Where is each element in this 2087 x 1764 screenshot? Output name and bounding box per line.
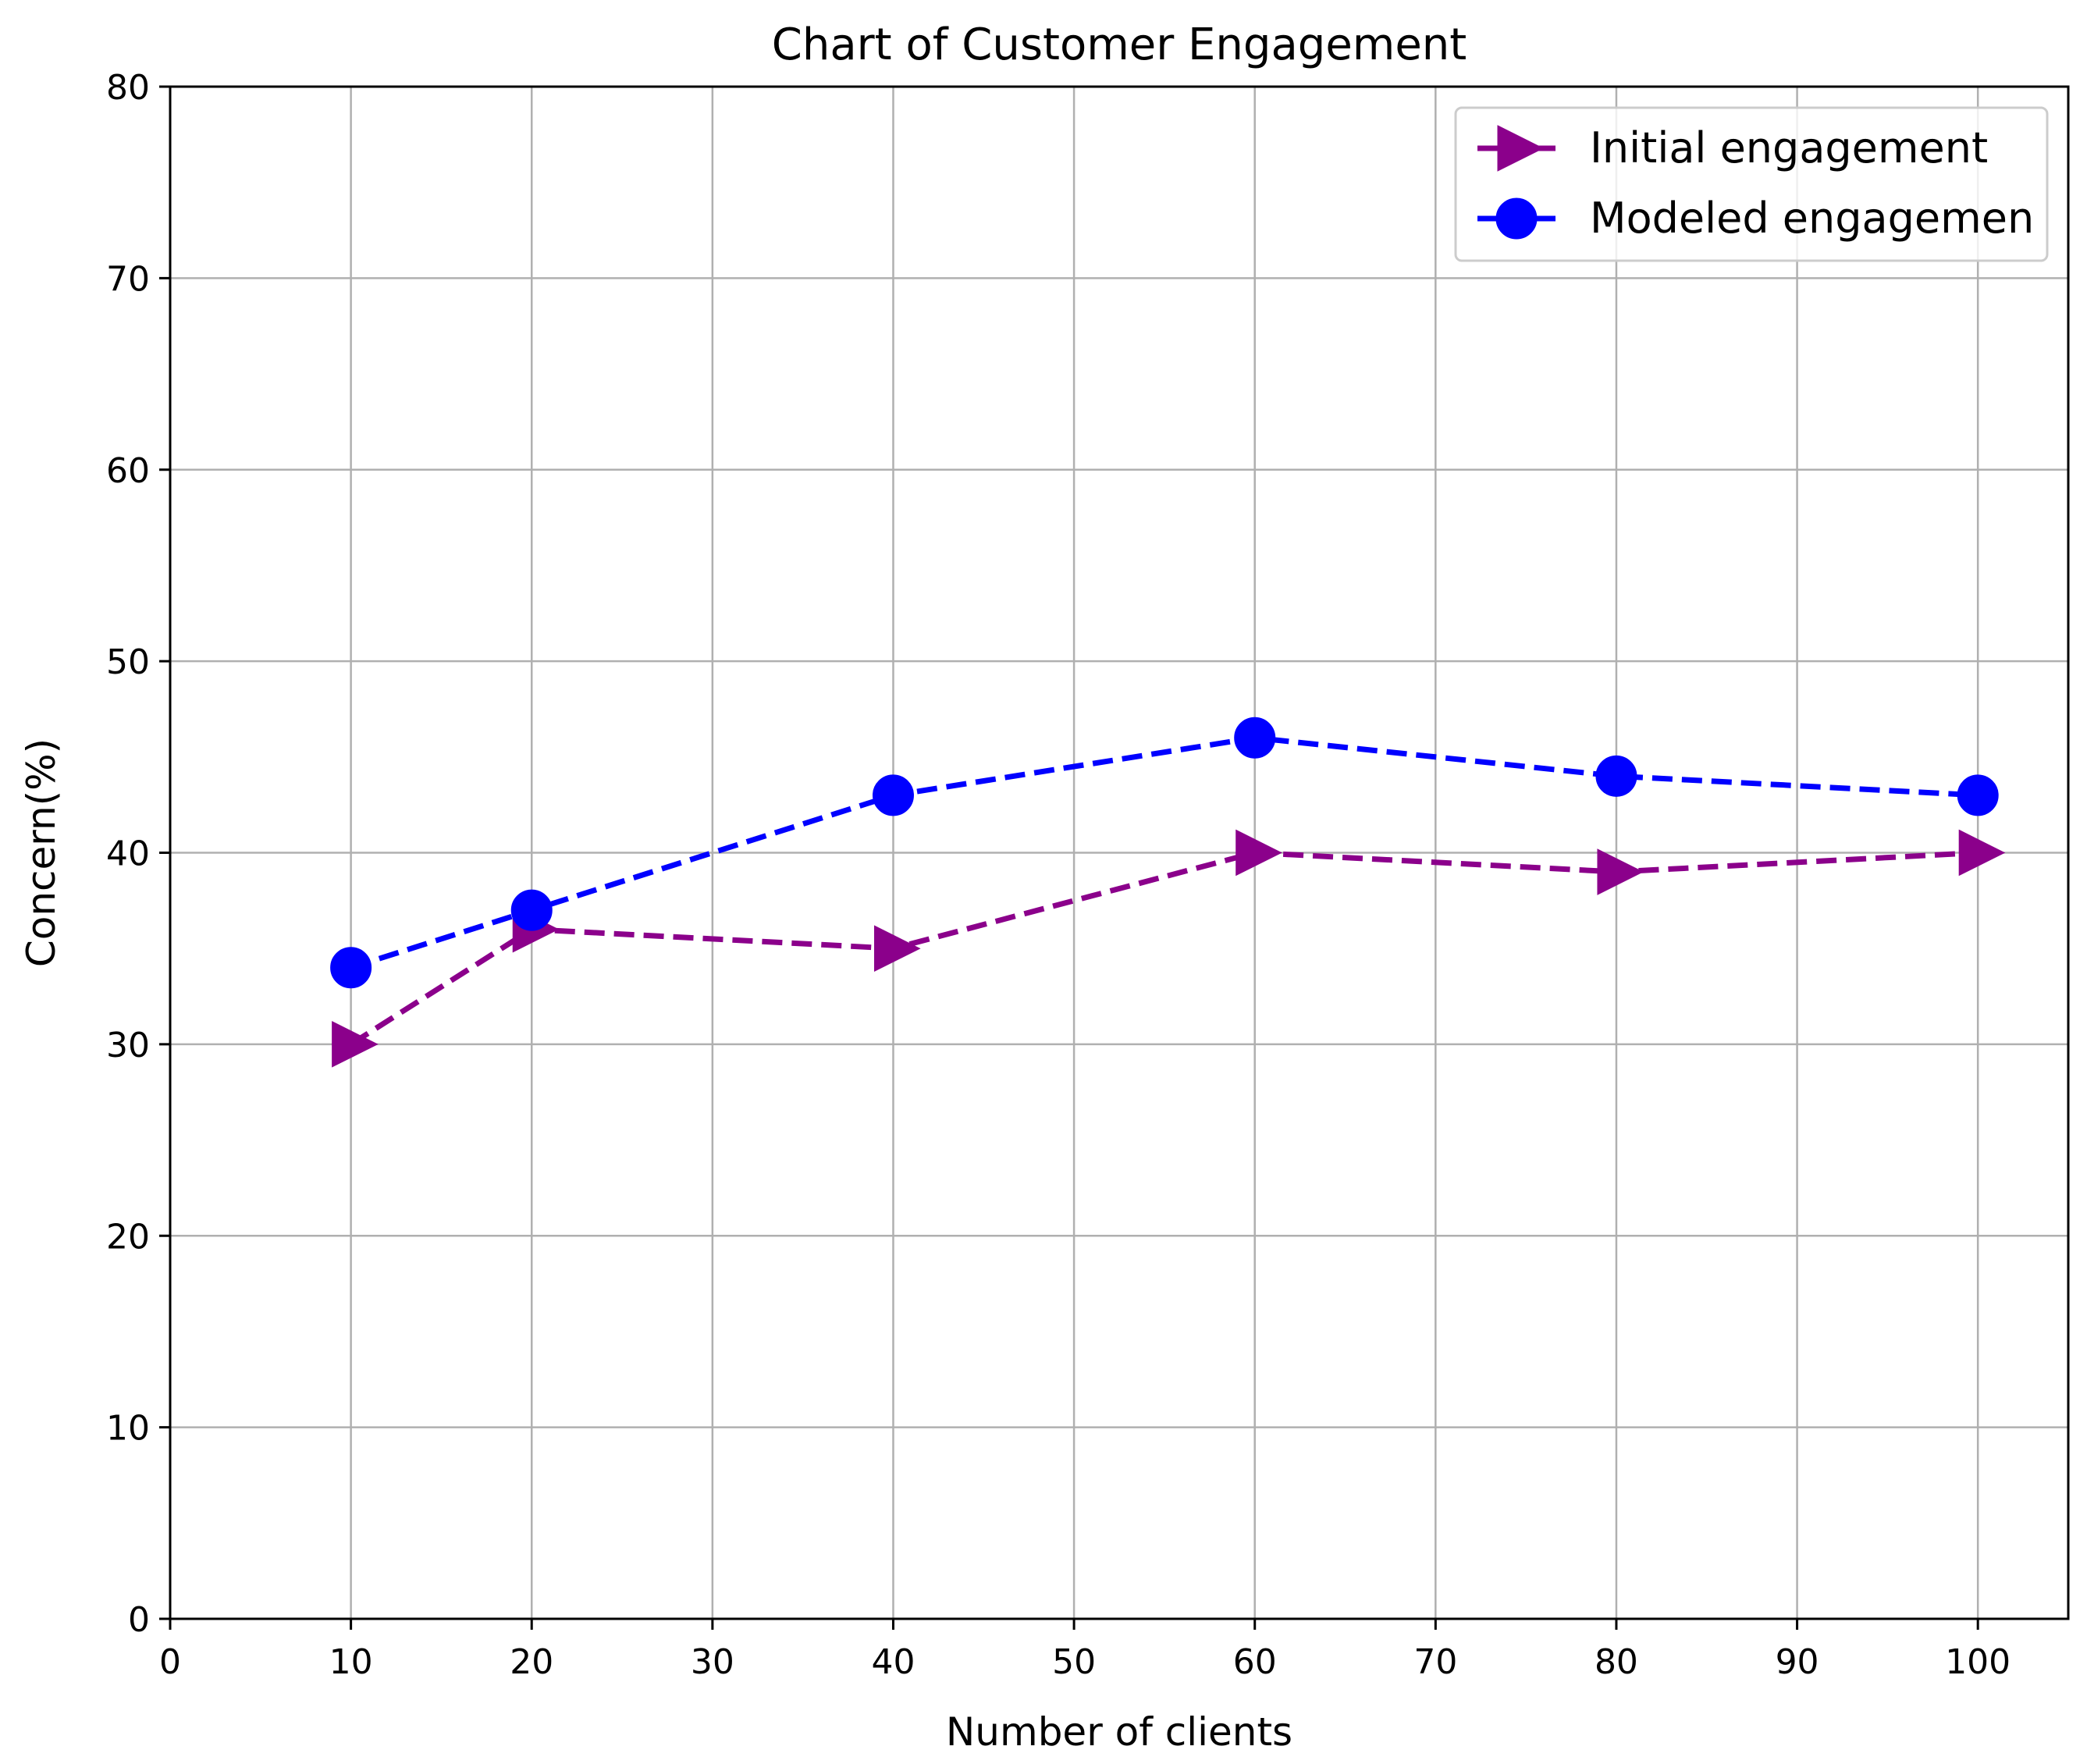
data-point xyxy=(1595,755,1637,797)
data-point xyxy=(1235,829,1282,877)
legend-label: Initial engagement xyxy=(1590,123,1988,172)
x-tick-label: 40 xyxy=(871,1642,915,1682)
y-tick-label: 0 xyxy=(128,1600,150,1640)
series-layer xyxy=(330,717,2006,1068)
x-tick-label: 20 xyxy=(510,1642,553,1682)
data-point xyxy=(332,1021,379,1068)
data-point xyxy=(872,774,914,816)
data-point xyxy=(873,925,921,972)
x-tick-label: 50 xyxy=(1052,1642,1096,1682)
series-2 xyxy=(330,717,1999,989)
y-tick-label: 20 xyxy=(106,1217,150,1257)
series-line xyxy=(350,734,1979,971)
y-tick-label: 10 xyxy=(106,1409,150,1449)
data-point xyxy=(330,947,372,989)
chart-title: Chart of Customer Engagement xyxy=(772,20,1467,70)
series-1 xyxy=(332,829,2006,1068)
legend-marker xyxy=(1497,125,1545,172)
legend-marker xyxy=(1495,197,1538,240)
y-tick-label: 80 xyxy=(106,68,150,108)
legend: Initial engagement Modeled engagemen xyxy=(1454,106,2049,262)
axis-ticks: 0 10 20 30 40 50 60 70 80 90 100 0 10 20 30 40 50 60 70 80 xyxy=(106,68,2011,1682)
legend-item: Initial engagement xyxy=(1477,123,1988,172)
y-axis-label: Concern(%) xyxy=(19,738,64,967)
x-tick-label: 70 xyxy=(1413,1642,1457,1682)
y-tick-label: 60 xyxy=(106,451,150,491)
y-tick-label: 40 xyxy=(106,834,150,874)
x-tick-label: 60 xyxy=(1233,1642,1277,1682)
x-tick-label: 90 xyxy=(1776,1642,1819,1682)
y-tick-label: 30 xyxy=(106,1026,150,1065)
legend-item: Modeled engagemen xyxy=(1477,194,2034,243)
series-line xyxy=(349,850,1979,1047)
x-tick-label: 100 xyxy=(1945,1642,2011,1682)
x-tick-label: 10 xyxy=(329,1642,373,1682)
legend-label: Modeled engagemen xyxy=(1590,194,2034,243)
y-tick-label: 70 xyxy=(106,259,150,299)
y-tick-label: 50 xyxy=(106,642,150,682)
legend-box xyxy=(1454,106,2049,262)
data-point xyxy=(1234,717,1276,759)
x-axis-label: Number of clients xyxy=(946,1709,1292,1755)
data-point xyxy=(1958,829,2006,877)
grid xyxy=(169,85,2068,1620)
x-tick-label: 0 xyxy=(159,1642,181,1682)
data-point xyxy=(1957,774,1999,816)
x-tick-label: 30 xyxy=(691,1642,734,1682)
data-point xyxy=(510,889,553,931)
data-point xyxy=(1597,848,1644,895)
x-tick-label: 80 xyxy=(1595,1642,1638,1682)
